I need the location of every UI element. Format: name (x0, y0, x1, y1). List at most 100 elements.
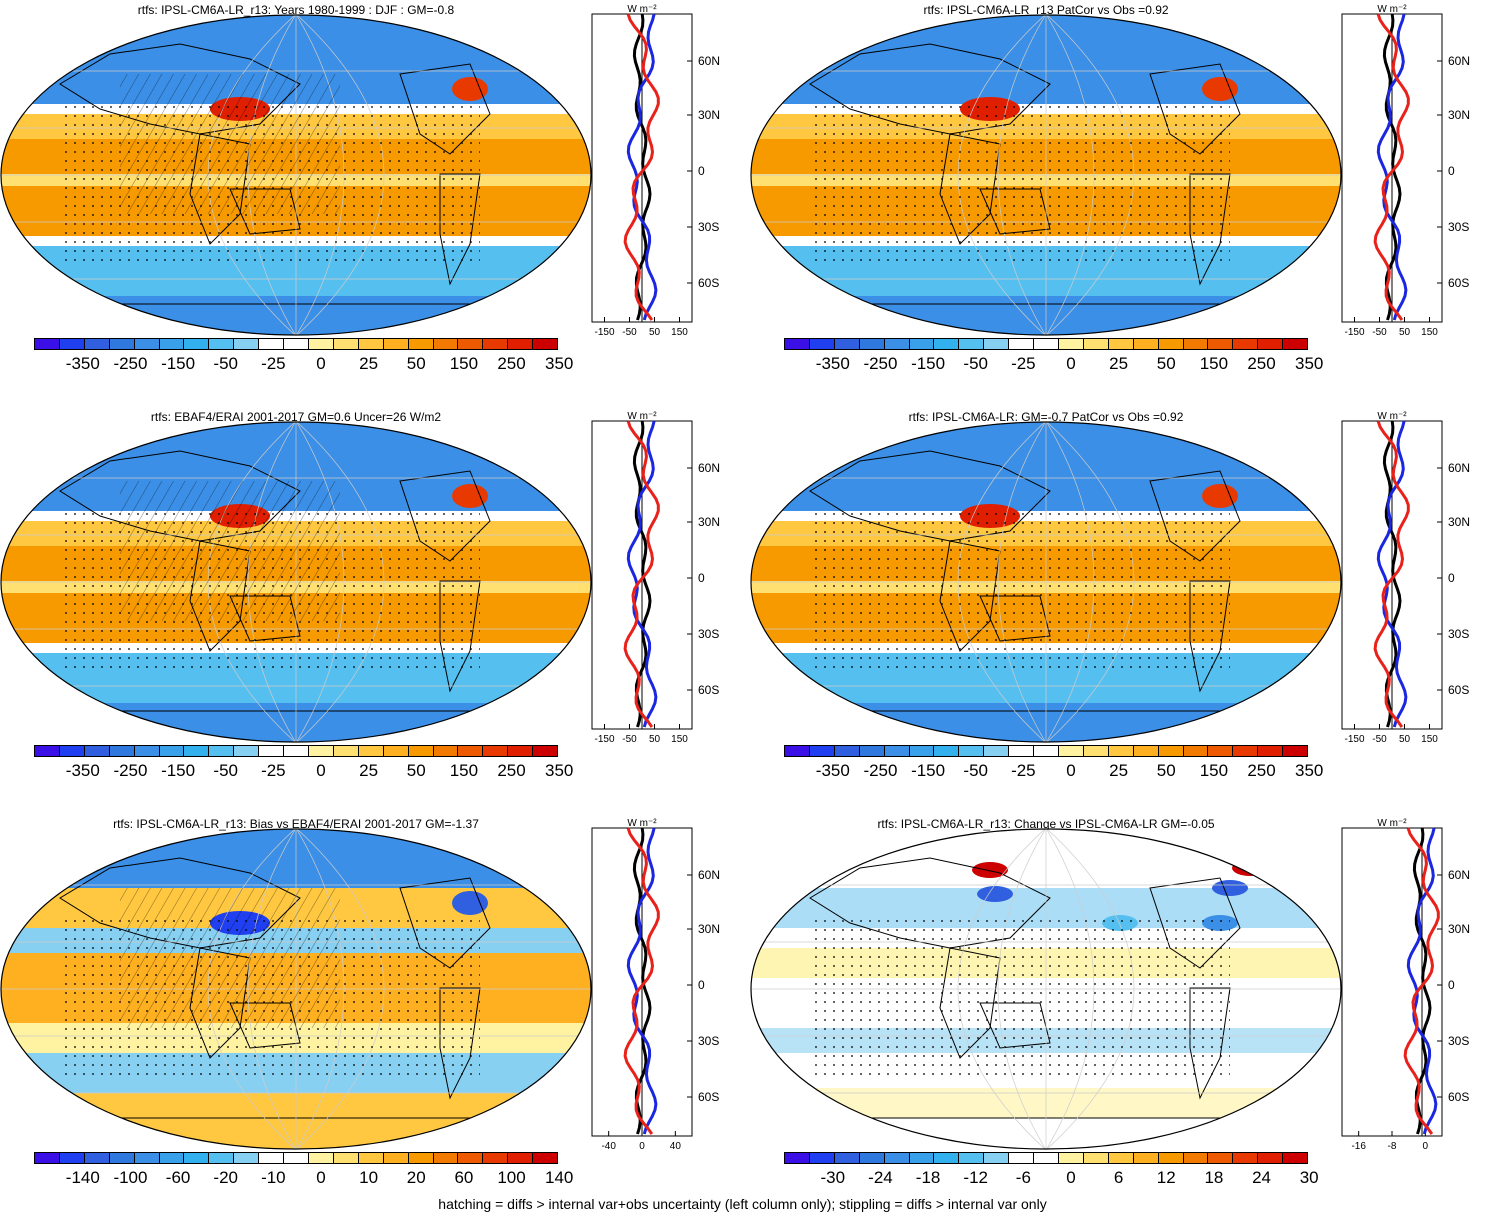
zonal-mean-plot: W m⁻² 60N 30N 0 30S 60S -150 -50 50 150 (1341, 411, 1470, 745)
colorbar-label: 150 (1199, 761, 1229, 780)
colorbar-label: 60 (454, 1168, 474, 1187)
colorbar-swatch (59, 339, 85, 349)
colorbar (34, 338, 558, 350)
zonal-tick-label: -50 (1372, 734, 1387, 745)
panel-title: rtfs: IPSL-CM6A-LR_r13: Change vs IPSL-C… (877, 817, 1215, 831)
stippling-overlay (810, 918, 1230, 1078)
colorbar-swatch (859, 746, 885, 756)
anomaly-spot (972, 862, 1008, 878)
colorbar-swatch (1258, 339, 1284, 349)
zonal-tick-label: 150 (1421, 734, 1438, 745)
colorbar-label: 250 (1247, 761, 1276, 780)
colorbar-swatch (1183, 746, 1209, 756)
zonal-tick-label: -50 (1372, 327, 1387, 338)
world-map (0, 421, 592, 743)
zonal-tick-label: -16 (1351, 1141, 1366, 1152)
colorbar-swatch (308, 339, 334, 349)
zonal-mean-plot: W m⁻² 60N 30N 0 30S 60S -40 0 40 (591, 818, 720, 1152)
zonal-mean-line (626, 420, 658, 728)
colorbar-swatch (234, 339, 260, 349)
colorbar-label: 350 (544, 354, 574, 373)
colorbar-swatch (184, 339, 210, 349)
colorbar-swatch (259, 746, 285, 756)
colorbar-label: -150 (161, 354, 196, 373)
colorbar-swatch (884, 746, 910, 756)
colorbar-swatch (308, 1153, 334, 1163)
colorbar-label: -150 (161, 761, 196, 780)
colorbar-label: -25 (261, 354, 286, 373)
colorbar-swatch (433, 1153, 459, 1163)
colorbar-label: 50 (406, 354, 426, 373)
colorbar-swatch (259, 339, 285, 349)
colorbar-swatch (508, 1153, 534, 1163)
colorbar (784, 1152, 1308, 1164)
colorbar-label: 0 (316, 761, 326, 780)
colorbar-label: -150 (911, 761, 946, 780)
colorbar-label: -50 (963, 354, 989, 373)
colorbar-label: -25 (1011, 761, 1036, 780)
anomaly-spot (1202, 484, 1238, 508)
zonal-mean-line (1373, 420, 1410, 728)
anomaly-spot (452, 484, 488, 508)
colorbar-swatch (35, 339, 60, 349)
anomaly-spot (452, 77, 488, 101)
colorbar-swatch (134, 1153, 160, 1163)
zonal-tick-label: 150 (671, 327, 688, 338)
colorbar-swatch (984, 746, 1010, 756)
colorbar-swatch (1208, 746, 1234, 756)
colorbar-label: -25 (261, 761, 286, 780)
colorbar-swatch (1083, 1153, 1109, 1163)
zonal-mean-line (1403, 827, 1440, 1135)
latitude-tick-label: 0 (1448, 978, 1455, 992)
latitude-tick-label: 60S (1448, 683, 1469, 697)
zonal-mean-line (1406, 827, 1438, 1135)
latitude-tick-label: 30S (1448, 1034, 1469, 1048)
colorbar-swatch (959, 1153, 985, 1163)
colorbar-swatch (383, 746, 409, 756)
colorbar-label: 150 (449, 354, 479, 373)
colorbar-swatch (184, 746, 210, 756)
zonal-mean-plot: W m⁻² 60N 30N 0 30S 60S -150 -50 50 150 (591, 4, 720, 338)
colorbar-swatch (284, 339, 309, 349)
colorbar-label: 150 (449, 761, 479, 780)
zonal-mean-plot: W m⁻² 60N 30N 0 30S 60S -16 -8 0 (1341, 818, 1470, 1152)
colorbar-swatch (109, 339, 135, 349)
colorbar-swatch (308, 746, 334, 756)
colorbar-label: -250 (113, 761, 148, 780)
colorbar-swatch (458, 746, 484, 756)
latitude-tick-label: 30S (1448, 627, 1469, 641)
latitude-tick-label: 30N (698, 108, 720, 122)
latitude-tick-label: 60N (1448, 461, 1470, 475)
colorbar-labels: -140 -100 -60 -20 -10 0 10 20 60 100 140 (34, 1168, 574, 1188)
colorbar-swatch (1034, 339, 1059, 349)
colorbar-swatch (859, 1153, 885, 1163)
zonal-tick-label: 50 (1399, 734, 1411, 745)
zonal-tick-label: 150 (671, 734, 688, 745)
zonal-tick-label: -8 (1388, 1141, 1397, 1152)
colorbar-swatch (59, 1153, 85, 1163)
zonal-unit-label: W m⁻² (1377, 818, 1407, 829)
colorbar-label: -350 (815, 354, 850, 373)
colorbar-swatch (834, 746, 860, 756)
colorbar-swatch (984, 1153, 1010, 1163)
zonal-unit-label: W m⁻² (627, 4, 657, 15)
zonal-tick-label: -150 (594, 734, 614, 745)
latitude-tick-label: 0 (698, 164, 705, 178)
colorbar-swatch (508, 339, 534, 349)
latitude-tick-label: 0 (698, 571, 705, 585)
colorbar-swatch (209, 339, 235, 349)
colorbar-swatch (383, 339, 409, 349)
latitude-tick-label: 30S (1448, 220, 1469, 234)
panel-title: rtfs: IPSL-CM6A-LR_r13 PatCor vs Obs =0.… (923, 3, 1169, 17)
colorbar-label: 50 (1156, 761, 1176, 780)
colorbar-swatch (35, 1153, 60, 1163)
colorbar-labels: -350 -250 -150 -50 -25 0 25 50 150 250 350 (784, 354, 1324, 374)
stippling-overlay (810, 511, 1230, 671)
zonal-mean-plot: W m⁻² 60N 30N 0 30S 60S -150 -50 50 150 (1341, 4, 1470, 338)
latitude-tick-label: 0 (698, 978, 705, 992)
world-map (750, 14, 1342, 336)
colorbar-labels: -350 -250 -150 -50 -25 0 25 50 150 250 350 (34, 761, 574, 781)
colorbar-label: 350 (1294, 761, 1324, 780)
colorbar-swatch (333, 746, 359, 756)
colorbar-label: -6 (1015, 1168, 1031, 1187)
